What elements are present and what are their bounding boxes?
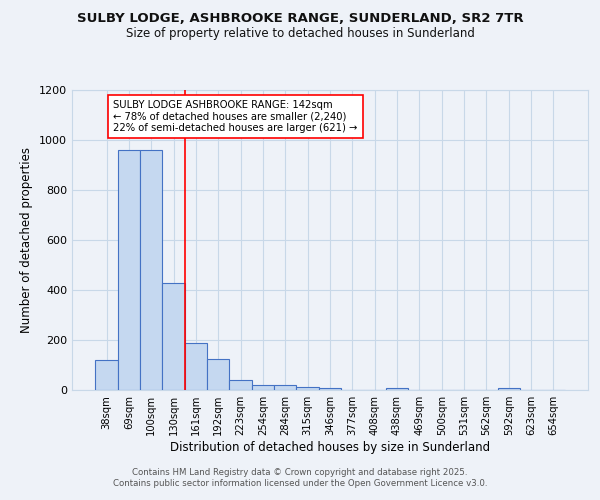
Bar xyxy=(296,387,319,390)
Bar xyxy=(95,360,118,390)
Bar xyxy=(252,385,274,390)
Bar xyxy=(207,359,229,390)
Bar xyxy=(185,342,207,390)
Text: SULBY LODGE, ASHBROOKE RANGE, SUNDERLAND, SR2 7TR: SULBY LODGE, ASHBROOKE RANGE, SUNDERLAND… xyxy=(77,12,523,26)
X-axis label: Distribution of detached houses by size in Sunderland: Distribution of detached houses by size … xyxy=(170,441,490,454)
Bar xyxy=(140,150,163,390)
Bar xyxy=(319,388,341,390)
Bar xyxy=(229,380,252,390)
Text: SULBY LODGE ASHBROOKE RANGE: 142sqm
← 78% of detached houses are smaller (2,240): SULBY LODGE ASHBROOKE RANGE: 142sqm ← 78… xyxy=(113,100,358,133)
Text: Size of property relative to detached houses in Sunderland: Size of property relative to detached ho… xyxy=(125,28,475,40)
Bar xyxy=(497,388,520,390)
Bar xyxy=(274,385,296,390)
Y-axis label: Number of detached properties: Number of detached properties xyxy=(20,147,34,333)
Bar xyxy=(386,388,408,390)
Bar xyxy=(118,150,140,390)
Bar xyxy=(163,282,185,390)
Text: Contains HM Land Registry data © Crown copyright and database right 2025.
Contai: Contains HM Land Registry data © Crown c… xyxy=(113,468,487,487)
